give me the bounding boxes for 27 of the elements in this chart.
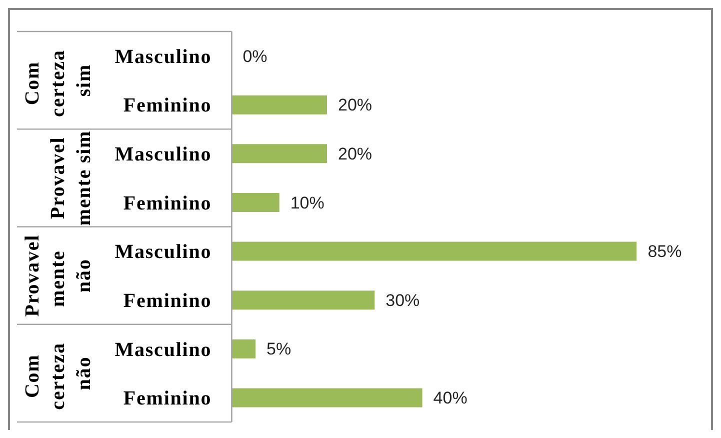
y-tick-label: Feminino [123, 388, 212, 410]
text: Provavelmente não [21, 234, 95, 317]
data-label: 0% [242, 46, 268, 66]
data-label: 20% [338, 96, 372, 115]
data-label: 10% [290, 193, 324, 212]
text: Provavelmente sim [47, 130, 95, 226]
data-label: 85% [648, 242, 682, 262]
bar [232, 388, 422, 408]
bar [232, 290, 375, 310]
bar [232, 339, 256, 358]
bar [232, 242, 637, 261]
bar [232, 192, 280, 212]
y-tick-label: Masculino [114, 144, 212, 166]
data-label: 5% [266, 340, 292, 359]
bar [232, 144, 327, 164]
y-tick-label: Masculino [114, 46, 212, 68]
data-label: 40% [433, 388, 468, 408]
data-label: 30% [386, 290, 420, 310]
data-label: 20% [338, 144, 372, 164]
y-tick-label: Feminino [123, 192, 212, 214]
y-tick-label: Masculino [114, 338, 212, 361]
y-tick-label: Feminino [123, 290, 212, 312]
text: Com certeza sim [21, 44, 95, 117]
text: Com certeza não [21, 336, 95, 410]
y-tick-label: Masculino [114, 241, 212, 264]
bar [232, 95, 327, 114]
y-tick-label: Feminino [123, 94, 212, 117]
